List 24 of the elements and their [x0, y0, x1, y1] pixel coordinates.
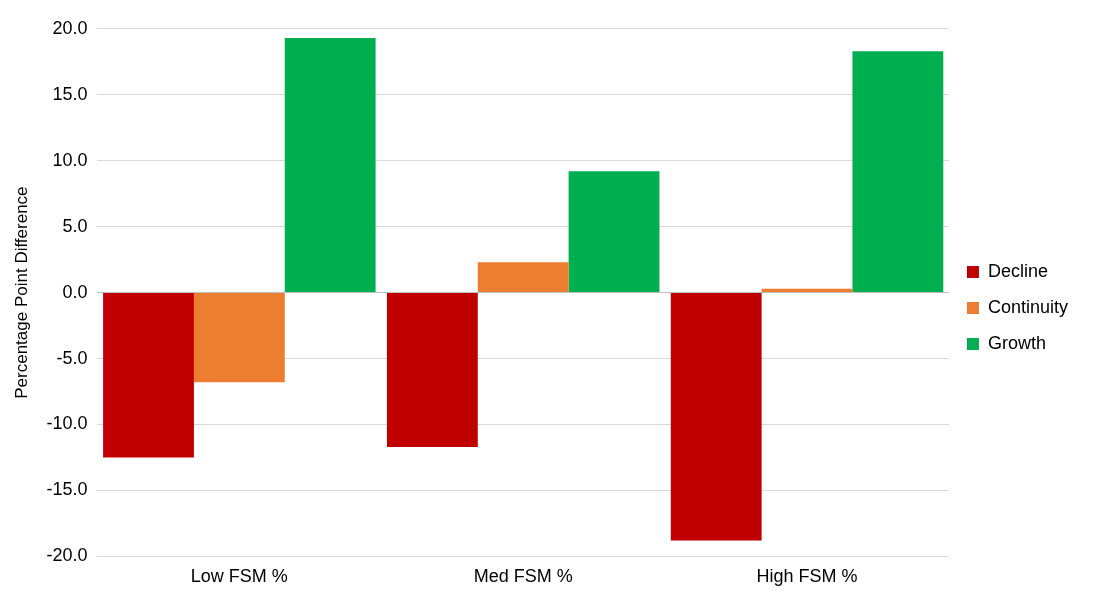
bar [852, 51, 944, 293]
legend-label: Continuity [987, 296, 1068, 317]
y-tick-label: -5.0 [56, 347, 88, 368]
x-tick-label: Low FSM % [190, 566, 288, 587]
bar [670, 293, 762, 541]
y-tick-label: 20.0 [52, 17, 88, 38]
bar [568, 171, 660, 293]
bar [284, 38, 376, 293]
legend-label: Growth [987, 332, 1046, 353]
y-tick-label: -10.0 [46, 413, 88, 434]
legend-label: Decline [987, 260, 1048, 281]
y-axis-title: Percentage Point Difference [11, 186, 31, 399]
bar [103, 293, 194, 458]
x-tick-label: Med FSM % [473, 566, 573, 587]
y-tick-label: -20.0 [46, 545, 88, 566]
y-tick-label: 0.0 [62, 281, 88, 302]
bar [386, 293, 478, 447]
bar [193, 293, 285, 383]
x-tick-label: High FSM % [756, 566, 858, 587]
y-tick-label: 5.0 [62, 215, 88, 236]
bar [477, 262, 569, 293]
y-tick-label: 10.0 [52, 149, 88, 170]
y-tick-label: -15.0 [46, 479, 88, 500]
y-tick-label: 15.0 [52, 83, 88, 104]
